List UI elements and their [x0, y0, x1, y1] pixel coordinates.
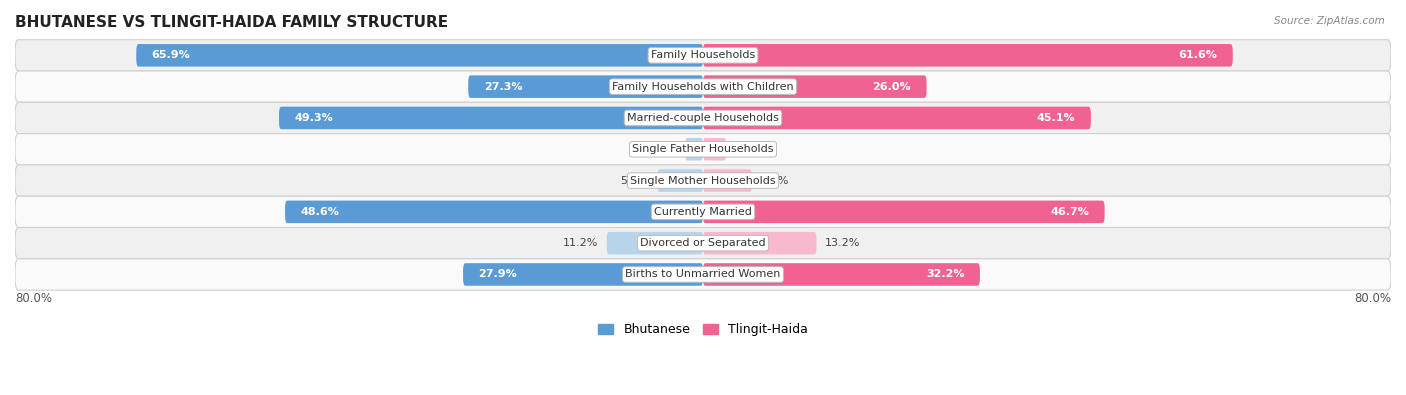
FancyBboxPatch shape: [468, 75, 703, 98]
Text: 80.0%: 80.0%: [15, 292, 52, 305]
Text: Source: ZipAtlas.com: Source: ZipAtlas.com: [1274, 16, 1385, 26]
FancyBboxPatch shape: [703, 44, 1233, 67]
Text: Single Mother Households: Single Mother Households: [630, 175, 776, 186]
FancyBboxPatch shape: [703, 201, 1105, 223]
FancyBboxPatch shape: [463, 263, 703, 286]
FancyBboxPatch shape: [15, 134, 1391, 165]
Text: 61.6%: 61.6%: [1178, 50, 1218, 60]
Text: Births to Unmarried Women: Births to Unmarried Women: [626, 269, 780, 280]
FancyBboxPatch shape: [15, 71, 1391, 102]
Text: BHUTANESE VS TLINGIT-HAIDA FAMILY STRUCTURE: BHUTANESE VS TLINGIT-HAIDA FAMILY STRUCT…: [15, 15, 449, 30]
Text: 2.1%: 2.1%: [648, 144, 676, 154]
Legend: Bhutanese, Tlingit-Haida: Bhutanese, Tlingit-Haida: [593, 318, 813, 341]
FancyBboxPatch shape: [15, 196, 1391, 228]
Text: 45.1%: 45.1%: [1036, 113, 1076, 123]
FancyBboxPatch shape: [703, 138, 727, 160]
FancyBboxPatch shape: [703, 169, 752, 192]
Text: Married-couple Households: Married-couple Households: [627, 113, 779, 123]
FancyBboxPatch shape: [15, 228, 1391, 259]
Text: 46.7%: 46.7%: [1050, 207, 1090, 217]
Text: 2.7%: 2.7%: [735, 144, 763, 154]
Text: 32.2%: 32.2%: [927, 269, 965, 280]
FancyBboxPatch shape: [285, 201, 703, 223]
FancyBboxPatch shape: [278, 107, 703, 129]
FancyBboxPatch shape: [703, 107, 1091, 129]
FancyBboxPatch shape: [685, 138, 703, 160]
Text: Currently Married: Currently Married: [654, 207, 752, 217]
FancyBboxPatch shape: [15, 165, 1391, 196]
FancyBboxPatch shape: [136, 44, 703, 67]
FancyBboxPatch shape: [703, 232, 817, 254]
Text: 48.6%: 48.6%: [301, 207, 339, 217]
Text: 80.0%: 80.0%: [1354, 292, 1391, 305]
Text: 5.3%: 5.3%: [620, 175, 648, 186]
Text: 11.2%: 11.2%: [562, 238, 598, 248]
Text: 13.2%: 13.2%: [825, 238, 860, 248]
FancyBboxPatch shape: [703, 75, 927, 98]
FancyBboxPatch shape: [606, 232, 703, 254]
FancyBboxPatch shape: [15, 259, 1391, 290]
Text: 49.3%: 49.3%: [294, 113, 333, 123]
Text: Family Households with Children: Family Households with Children: [612, 82, 794, 92]
Text: 27.3%: 27.3%: [484, 82, 522, 92]
FancyBboxPatch shape: [15, 102, 1391, 134]
Text: 27.9%: 27.9%: [478, 269, 517, 280]
Text: Divorced or Separated: Divorced or Separated: [640, 238, 766, 248]
FancyBboxPatch shape: [703, 263, 980, 286]
Text: 65.9%: 65.9%: [152, 50, 190, 60]
FancyBboxPatch shape: [15, 40, 1391, 71]
Text: Single Father Households: Single Father Households: [633, 144, 773, 154]
Text: 26.0%: 26.0%: [873, 82, 911, 92]
Text: Family Households: Family Households: [651, 50, 755, 60]
Text: 5.7%: 5.7%: [761, 175, 789, 186]
FancyBboxPatch shape: [658, 169, 703, 192]
